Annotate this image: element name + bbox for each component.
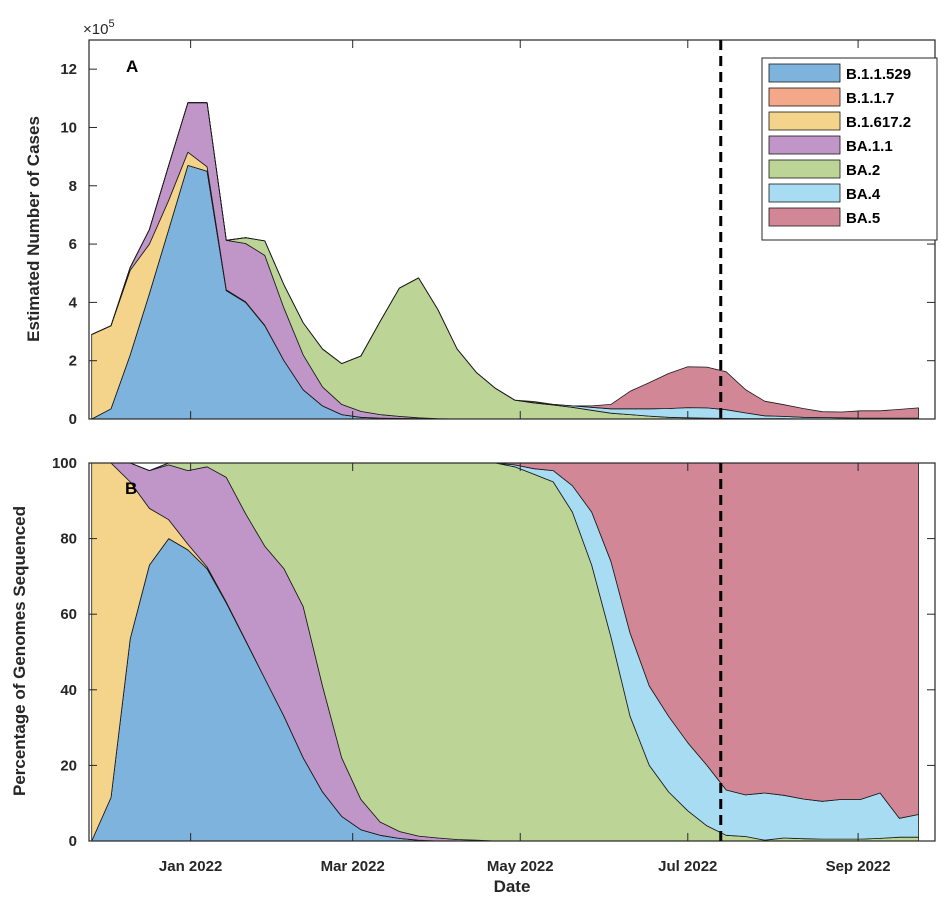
legend-swatch [768, 111, 841, 131]
x-tick-label: May 2022 [487, 858, 554, 875]
area-a-ba-5 [91, 102, 919, 419]
panel-a: 0 2 4 6 8 10 12 A ×105 Estimated Number of Cas… [24, 18, 938, 428]
panel-b-x-ticks: Jan 2022 Mar 2022 May 2022 Jul 2022 Sep 2022 [159, 463, 891, 875]
y-tick-label: 0 [69, 411, 77, 428]
legend-items: B.1.1.529 B.1.1.7 B.1.617.2 BA.1.1 BA.2 BA.4 B… [768, 63, 911, 227]
panel-a-x-ticks [190, 40, 859, 419]
y-tick-label: 80 [60, 531, 77, 548]
y-tick-label: 8 [69, 178, 77, 195]
legend-label: B.1.1.529 [846, 66, 911, 83]
panel-b-y-ticks: 0 20 40 60 80 100 [52, 455, 935, 850]
legend-swatch [768, 135, 841, 155]
x-tick-label: Jan 2022 [159, 858, 222, 875]
panel-b-y-axis-title: Percentage of Genomes Sequenced [10, 506, 29, 796]
y-tick-label: 20 [60, 757, 77, 774]
panel-a-label: A [126, 57, 138, 76]
legend-swatch [768, 87, 841, 107]
panel-a-y-axis-title: Estimated Number of Cases [24, 116, 43, 342]
y-tick-label: 2 [69, 353, 77, 370]
legend-label: BA.1.1 [846, 138, 893, 155]
legend-label: B.1.617.2 [846, 114, 911, 131]
legend-label: B.1.1.7 [846, 90, 894, 107]
y-tick-label: 12 [60, 61, 77, 78]
panel-b: 0 20 40 60 80 100 Jan 2022 Mar 2022 May 2022 Jul… [10, 455, 936, 896]
legend-label: BA.2 [846, 162, 880, 179]
x-tick-label: Jul 2022 [658, 858, 717, 875]
legend-label: BA.5 [846, 210, 880, 227]
y-multiplier-base: ×10 [83, 21, 108, 38]
y-multiplier-exponent: 5 [108, 18, 114, 30]
x-tick-label: Mar 2022 [321, 858, 385, 875]
y-tick-label: 100 [52, 455, 77, 472]
y-tick-label: 10 [60, 119, 77, 136]
panel-b-axes-box [88, 462, 936, 842]
legend-label: BA.4 [846, 186, 881, 203]
legend: B.1.1.529 B.1.1.7 B.1.617.2 BA.1.1 BA.2 BA.4 B… [761, 57, 938, 241]
legend-swatch [768, 183, 841, 203]
y-tick-label: 4 [69, 294, 78, 311]
panel-b-label: B [125, 479, 137, 498]
y-tick-label: 40 [60, 682, 77, 699]
legend-swatch [768, 159, 841, 179]
x-tick-label: Sep 2022 [826, 858, 891, 875]
legend-swatch [768, 207, 841, 227]
y-tick-label: 6 [69, 236, 77, 253]
x-axis-title: Date [494, 877, 531, 896]
y-tick-label: 60 [60, 606, 77, 623]
legend-swatch [768, 63, 841, 83]
y-multiplier: ×105 [83, 18, 115, 38]
y-tick-label: 0 [69, 833, 77, 850]
panel-b-areas [91, 462, 919, 842]
